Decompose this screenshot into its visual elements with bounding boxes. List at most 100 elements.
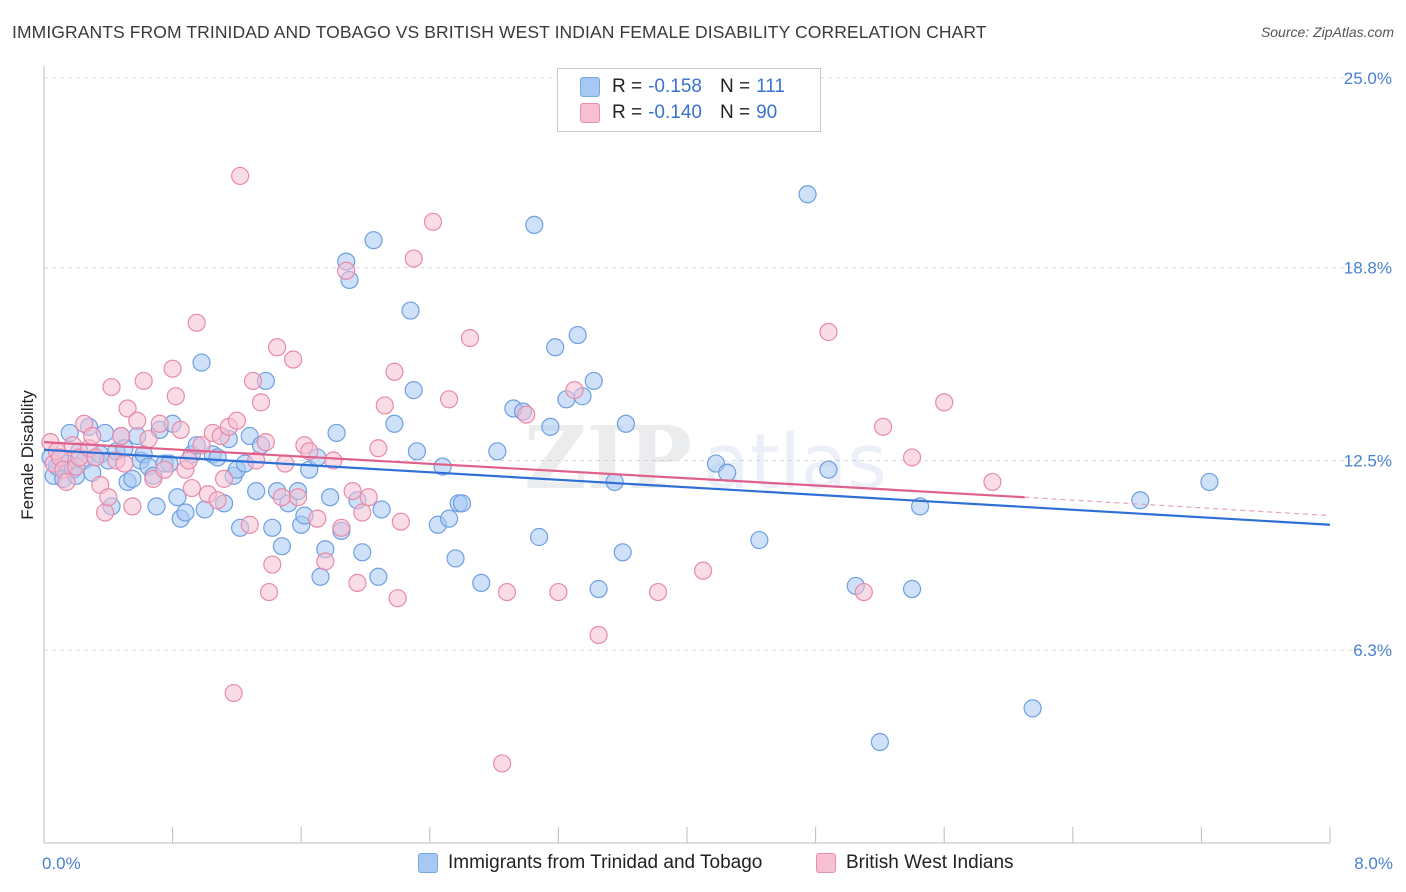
chart-title: IMMIGRANTS FROM TRINIDAD AND TOBAGO VS B… bbox=[12, 22, 987, 42]
data-point bbox=[530, 527, 549, 547]
data-point bbox=[208, 491, 227, 510]
data-point bbox=[798, 185, 817, 204]
data-point bbox=[819, 460, 838, 479]
data-point bbox=[171, 420, 190, 439]
data-point bbox=[251, 393, 271, 412]
data-point bbox=[493, 754, 512, 773]
data-point bbox=[123, 497, 142, 516]
data-point bbox=[616, 414, 636, 433]
data-point bbox=[452, 494, 472, 513]
data-point bbox=[935, 393, 954, 412]
legend-n-label: N = bbox=[719, 102, 751, 123]
watermark: ZIP atlas bbox=[524, 408, 887, 509]
data-point bbox=[460, 329, 480, 348]
data-point bbox=[311, 567, 330, 586]
trend-extension bbox=[1024, 496, 1331, 517]
data-point bbox=[150, 414, 169, 433]
data-point bbox=[192, 353, 211, 372]
data-point bbox=[353, 503, 372, 522]
data-point bbox=[525, 215, 544, 234]
data-point bbox=[718, 463, 737, 482]
trend-line bbox=[43, 448, 1331, 526]
legend-swatch-bwi bbox=[580, 103, 600, 123]
trend-line bbox=[43, 441, 1025, 499]
data-point bbox=[369, 567, 388, 586]
data-point bbox=[259, 582, 279, 602]
y-tick-label: 6.3% bbox=[1353, 641, 1392, 660]
data-point bbox=[372, 500, 391, 519]
data-point bbox=[123, 469, 142, 488]
data-point bbox=[324, 451, 343, 470]
legend-label-bwi: British West Indians bbox=[846, 852, 1014, 873]
data-point bbox=[472, 573, 491, 593]
data-point bbox=[902, 448, 922, 467]
data-point bbox=[1131, 491, 1150, 510]
data-point bbox=[541, 417, 560, 436]
legend-item-bwi[interactable]: British West Indians bbox=[816, 852, 1014, 874]
data-point bbox=[549, 582, 568, 602]
source-label: Source: ZipAtlas.com bbox=[1260, 24, 1394, 40]
data-point bbox=[224, 683, 243, 703]
data-point bbox=[267, 338, 287, 357]
data-point bbox=[401, 301, 420, 320]
data-point bbox=[139, 429, 158, 449]
legend-r-label: R = bbox=[612, 76, 643, 97]
data-point bbox=[284, 350, 303, 369]
data-point bbox=[874, 417, 893, 436]
data-point bbox=[902, 579, 922, 599]
data-point bbox=[446, 549, 465, 568]
data-point bbox=[385, 362, 404, 381]
data-point bbox=[375, 396, 394, 415]
watermark-atlas: atlas bbox=[703, 417, 887, 506]
data-point bbox=[983, 472, 1002, 492]
legend-swatch-trinidad bbox=[418, 853, 438, 873]
data-point bbox=[589, 579, 608, 599]
data-point bbox=[364, 231, 383, 250]
data-point bbox=[407, 442, 427, 461]
data-point bbox=[316, 552, 335, 571]
data-point bbox=[321, 488, 340, 507]
legend-r-value: -0.140 bbox=[648, 102, 702, 123]
data-point bbox=[337, 261, 356, 280]
data-point bbox=[263, 555, 282, 574]
data-point bbox=[256, 433, 275, 452]
data-point bbox=[870, 732, 890, 752]
data-point bbox=[128, 411, 147, 430]
data-point bbox=[327, 423, 346, 443]
data-point bbox=[1200, 472, 1219, 492]
legend-item-trinidad[interactable]: Immigrants from Trinidad and Tobago bbox=[418, 852, 762, 874]
data-point bbox=[359, 488, 378, 507]
data-point bbox=[99, 488, 118, 507]
data-point bbox=[584, 371, 603, 391]
y-axis-label: Female Disability bbox=[18, 390, 37, 520]
data-point bbox=[546, 338, 565, 357]
data-point bbox=[57, 472, 76, 492]
data-point bbox=[118, 399, 137, 418]
data-point bbox=[134, 371, 153, 391]
data-point bbox=[247, 451, 266, 470]
data-point bbox=[332, 518, 351, 537]
y-tick-label: 25.0% bbox=[1344, 69, 1392, 88]
data-point bbox=[231, 166, 250, 186]
data-point bbox=[168, 488, 187, 507]
data-point bbox=[272, 488, 292, 507]
data-point bbox=[819, 322, 838, 342]
data-point bbox=[517, 405, 536, 424]
data-point bbox=[115, 454, 134, 473]
data-point bbox=[243, 371, 263, 391]
data-point bbox=[693, 561, 713, 580]
data-point bbox=[187, 313, 206, 332]
x-tick-label: 0.0% bbox=[42, 854, 81, 873]
data-point bbox=[166, 387, 185, 406]
data-point bbox=[247, 482, 266, 501]
data-point bbox=[163, 359, 182, 378]
data-point bbox=[423, 212, 443, 231]
data-point bbox=[565, 381, 584, 400]
legend-row-bwi: R = -0.140 N = 90 bbox=[580, 100, 795, 126]
legend-n-value: 90 bbox=[756, 102, 778, 123]
data-point bbox=[182, 478, 201, 498]
data-point bbox=[308, 509, 327, 528]
data-point bbox=[750, 530, 769, 550]
y-tick-label: 12.5% bbox=[1344, 452, 1392, 471]
